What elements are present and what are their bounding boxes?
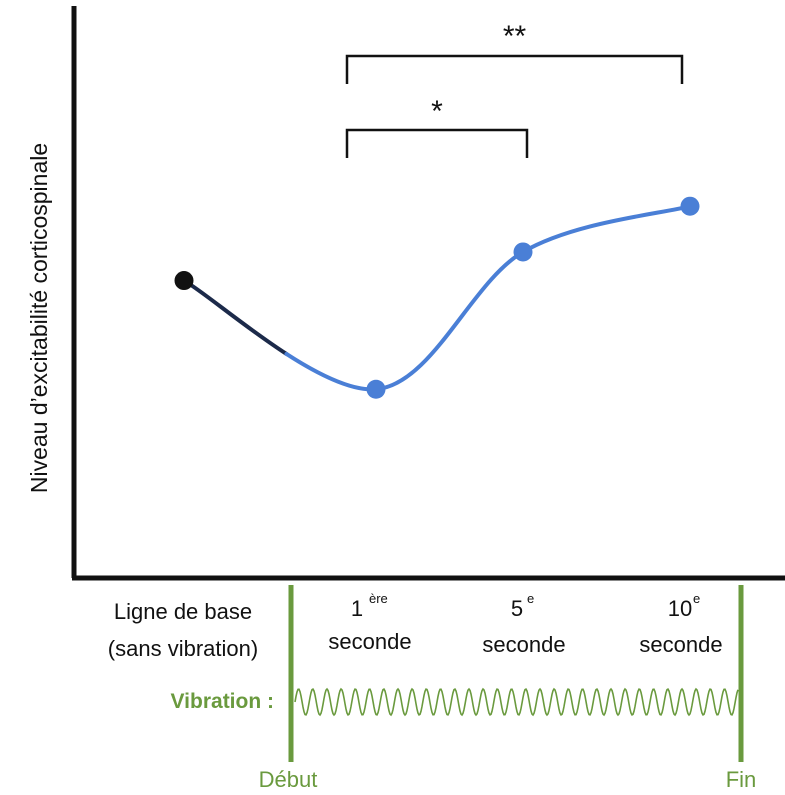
- x-tick-label-1-sup: ère: [369, 591, 388, 606]
- x-tick-label-3-number: 10: [668, 596, 692, 621]
- significance-brackets: ***: [345, 20, 684, 158]
- data-point-1: [366, 379, 386, 399]
- vibration-start-label: Début: [259, 767, 318, 792]
- x-tick-label-2: 5 e seconde: [482, 591, 565, 657]
- significance-label-1: **: [503, 20, 527, 53]
- x-tick-label-0: Ligne de base (sans vibration): [108, 599, 258, 661]
- x-tick-label-1: 1 ère seconde: [328, 591, 411, 654]
- data-point-3: [680, 196, 700, 216]
- x-tick-label-3-sup: e: [693, 591, 700, 606]
- data-points: [174, 196, 700, 399]
- significance-label-0: *: [431, 95, 443, 128]
- x-tick-label-1-line2: seconde: [328, 629, 411, 654]
- x-tick-label-2-line2: seconde: [482, 632, 565, 657]
- x-tick-label-3-line2: seconde: [639, 632, 722, 657]
- x-tick-label-0-line2: (sans vibration): [108, 636, 258, 661]
- vibration-label: Vibration :: [171, 690, 274, 713]
- vibration-curve-segment: [284, 204, 692, 392]
- baseline-curve-segment: [182, 278, 289, 356]
- y-axis-label: Niveau d’excitabilité corticospinale: [26, 143, 52, 493]
- data-point-2: [513, 242, 533, 262]
- significance-bracket-0: [345, 128, 529, 158]
- x-tick-label-3: 10 e seconde: [639, 591, 722, 657]
- x-tick-label-1-number: 1: [351, 596, 363, 621]
- x-tick-label-2-number: 5: [511, 596, 523, 621]
- significance-bracket-1: [345, 54, 684, 84]
- x-tick-label-0-line1: Ligne de base: [114, 599, 252, 624]
- x-tick-label-2-sup: e: [527, 591, 534, 606]
- vibration-end-label: Fin: [726, 767, 757, 792]
- data-point-0: [174, 271, 194, 291]
- vibration-wave: [294, 687, 739, 717]
